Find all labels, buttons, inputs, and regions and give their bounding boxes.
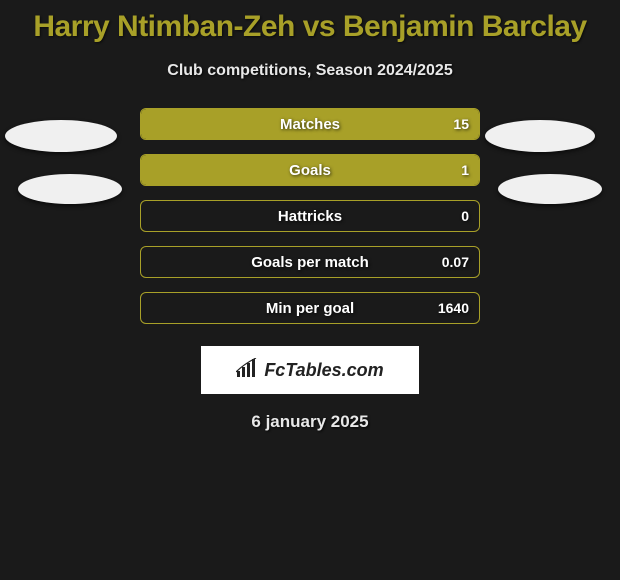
player-ellipse-right-2 [498,174,602,204]
bar-chart-icon [236,358,258,383]
stat-label: Min per goal [141,293,479,323]
comparison-title: Harry Ntimban-Zeh vs Benjamin Barclay [0,0,620,44]
stat-value: 15 [453,109,469,139]
player-ellipse-right-1 [485,120,595,152]
stat-row: Hattricks0 [140,200,480,232]
logo-text: FcTables.com [264,360,383,381]
stat-label: Goals [141,155,479,185]
stat-label: Hattricks [141,201,479,231]
stat-value: 1 [461,155,469,185]
stat-label: Goals per match [141,247,479,277]
fctables-logo: FcTables.com [201,346,419,394]
player-ellipse-left-2 [18,174,122,204]
season-subtitle: Club competitions, Season 2024/2025 [0,62,620,80]
stat-row: Min per goal1640 [140,292,480,324]
stat-row: Goals per match0.07 [140,246,480,278]
stat-row: Matches15 [140,108,480,140]
stat-value: 1640 [438,293,469,323]
stat-label: Matches [141,109,479,139]
generation-date: 6 january 2025 [0,412,620,432]
player-ellipse-left-1 [5,120,117,152]
stat-row: Goals1 [140,154,480,186]
stat-value: 0 [461,201,469,231]
stat-value: 0.07 [442,247,469,277]
